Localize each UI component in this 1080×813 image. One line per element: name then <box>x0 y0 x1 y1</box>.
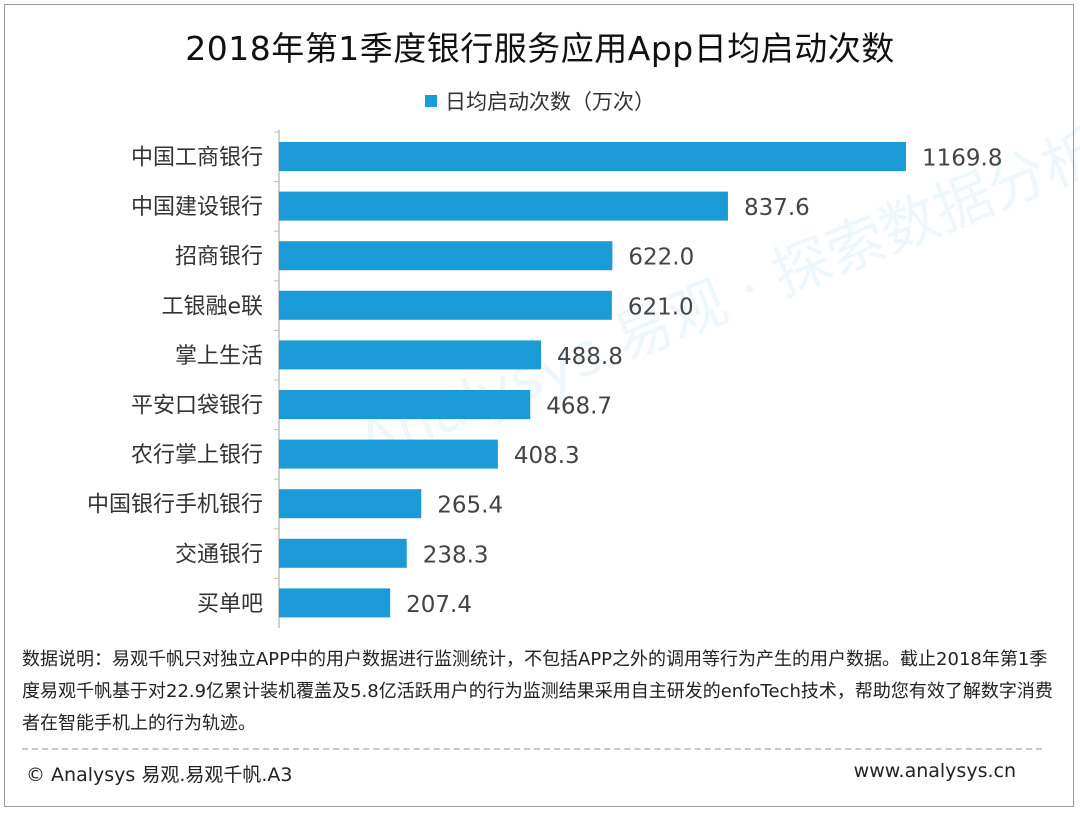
chart-title: 2018年第1季度银行服务应用App日均启动次数 <box>185 29 895 68</box>
category-label: 工银融e联 <box>161 294 263 319</box>
data-note: 数据说明：易观千帆只对独立APP中的用户数据进行监测统计，不包括APP之外的调用… <box>22 649 1053 734</box>
bar-6 <box>279 439 498 469</box>
footer-website: www.analysys.cn <box>853 760 1016 782</box>
value-label: 622.0 <box>628 245 694 271</box>
value-label: 488.8 <box>557 344 623 370</box>
category-label: 平安口袋银行 <box>131 394 263 419</box>
chart-legend: 日均启动次数（万次） <box>0 86 1080 116</box>
bar-8 <box>279 538 407 568</box>
category-label: 农行掌上银行 <box>131 443 263 468</box>
bar-chart: 中国工商银行 1169.8 中国建设银行 837.6 招商银行 622.0 工银融e联 621… <box>87 130 1002 628</box>
category-label: 掌上生活 <box>175 344 263 369</box>
footer-copyright: © Analysys 易观.易观千帆.A3 <box>26 764 293 786</box>
value-label: 468.7 <box>546 394 612 420</box>
bar-5 <box>279 390 531 419</box>
bar-0 <box>279 142 906 171</box>
category-label: 交通银行 <box>175 542 263 567</box>
value-label: 265.4 <box>437 493 503 519</box>
category-label: 招商银行 <box>175 245 263 270</box>
bar-2 <box>279 241 613 271</box>
category-label: 中国建设银行 <box>131 195 263 220</box>
value-label: 1169.8 <box>922 146 1002 172</box>
value-label: 238.3 <box>423 542 489 568</box>
bar-4 <box>279 340 541 370</box>
category-label: 中国工商银行 <box>131 146 263 171</box>
legend-swatch <box>425 95 437 107</box>
value-label: 837.6 <box>744 195 810 221</box>
legend-label: 日均启动次数（万次） <box>445 90 655 114</box>
value-label: 408.3 <box>514 443 580 469</box>
chart-frame <box>4 4 1074 807</box>
bar-7 <box>279 489 422 519</box>
bar-1 <box>279 191 728 221</box>
category-label: 买单吧 <box>197 592 263 617</box>
category-label: 中国银行手机银行 <box>87 493 263 518</box>
footer-divider <box>22 748 1042 750</box>
bar-9 <box>279 588 391 618</box>
value-label: 621.0 <box>628 294 694 320</box>
bar-3 <box>279 290 612 320</box>
value-label: 207.4 <box>406 592 472 618</box>
